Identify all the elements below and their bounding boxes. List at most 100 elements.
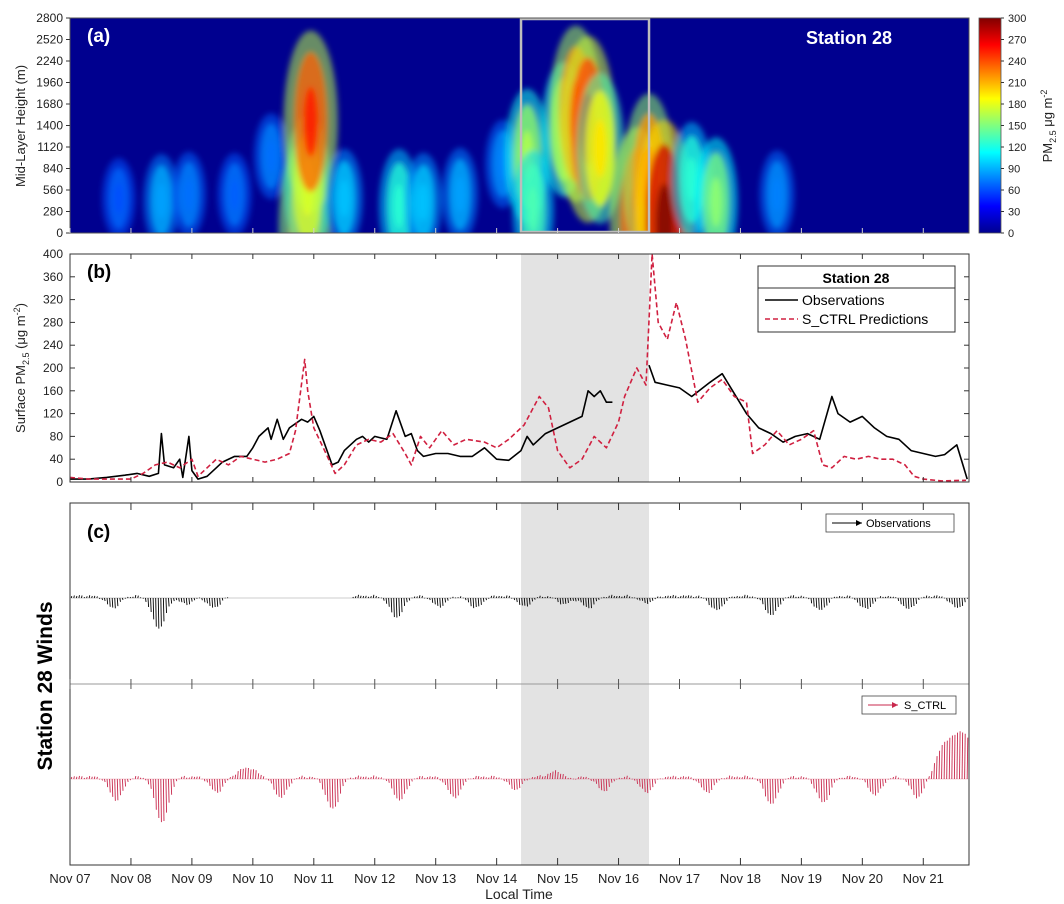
y-tick-label: 560 (43, 183, 63, 197)
wind-stick (667, 776, 669, 780)
wind-stick (692, 778, 695, 781)
panel-c-x-ticks (69, 503, 924, 865)
panel-c-wind-vectors: Nov 07 Nov 08 Nov 09 Nov 10 Nov 11 Nov 12 Nov … (34, 502, 970, 902)
wind-stick (475, 597, 477, 608)
heat-blob-core (156, 182, 167, 219)
wind-stick (669, 776, 672, 780)
wind-stick (191, 597, 193, 602)
wind-stick (132, 596, 134, 599)
wind-stick (278, 778, 280, 797)
y-tick-label: 840 (43, 162, 63, 176)
wind-stick (531, 597, 534, 602)
wind-stick (162, 597, 165, 622)
heat-blob-core (709, 177, 723, 228)
x-tick-label: Nov 10 (232, 871, 273, 886)
wind-stick (695, 778, 697, 782)
wind-stick (472, 597, 475, 609)
panel-b-label: (b) (87, 262, 111, 283)
wind-stick (580, 776, 582, 780)
wind-stick (196, 776, 198, 780)
wind-stick (567, 597, 569, 604)
wind-stick (70, 776, 73, 780)
wind-stick (872, 597, 874, 604)
wind-stick (864, 597, 866, 609)
wind-stick (434, 597, 436, 605)
wind-stick (685, 776, 687, 780)
panel-b-ylabel-unit: (μg m (13, 315, 28, 352)
wind-stick (508, 778, 511, 785)
wind-stick (697, 595, 700, 599)
wind-stick (336, 778, 339, 803)
wind-stick (534, 777, 536, 780)
wind-stick (910, 597, 912, 608)
arrow-right-icon (856, 520, 862, 526)
wind-stick (403, 597, 406, 606)
wind-stick (779, 597, 782, 605)
wind-stick (644, 597, 646, 604)
model-wind-sticks (70, 731, 969, 823)
wind-stick (836, 596, 838, 599)
wind-stick (96, 596, 98, 599)
wind-stick (111, 597, 114, 608)
wind-stick (326, 778, 329, 802)
y-tick-label: 400 (43, 247, 63, 261)
y-tick-label: 80 (50, 429, 64, 443)
wind-stick (418, 595, 421, 599)
wind-stick (831, 778, 833, 788)
wind-stick (360, 776, 362, 780)
wind-stick (802, 596, 805, 599)
wind-stick (838, 595, 841, 599)
wind-stick (749, 596, 751, 599)
wind-stick (145, 597, 147, 602)
wind-stick (375, 776, 377, 780)
wind-stick (562, 774, 564, 780)
wind-stick (797, 777, 800, 780)
panel-a-heatmap: 0 280 560 840 1120 1400 1680 1960 2240 2520 2800 (… (13, 11, 970, 240)
wind-stick (454, 778, 457, 799)
wind-stick (928, 776, 930, 780)
wind-stick (439, 778, 441, 781)
wind-stick (680, 776, 682, 780)
wind-stick (892, 776, 894, 780)
wind-stick (731, 776, 733, 780)
wind-stick (941, 745, 943, 780)
x-tick-label: Nov 18 (720, 871, 761, 886)
wind-stick (206, 778, 208, 783)
wind-stick (321, 778, 324, 790)
wind-stick (746, 595, 749, 599)
wind-stick (418, 775, 421, 780)
wind-stick (523, 597, 526, 606)
wind-stick (820, 778, 823, 803)
wind-stick (546, 596, 549, 599)
wind-stick (705, 597, 708, 601)
wind-stick (390, 778, 393, 789)
wind-stick (764, 778, 766, 797)
arrow-right-icon (892, 702, 898, 708)
wind-stick (733, 596, 736, 599)
wind-stick (897, 777, 900, 780)
wind-stick (429, 776, 431, 780)
heat-blob-core (303, 86, 319, 157)
wind-stick (86, 777, 88, 780)
wind-stick (718, 597, 720, 610)
wind-stick (267, 778, 270, 781)
wind-stick (495, 777, 498, 780)
wind-stick (452, 778, 454, 797)
wind-stick (623, 595, 626, 599)
panel-b-ylabel-sup: -2 (12, 307, 22, 315)
wind-stick (874, 778, 877, 796)
wind-stick (813, 778, 815, 789)
heat-blob-core (527, 186, 540, 233)
wind-stick (674, 595, 677, 599)
wind-stick (866, 597, 869, 610)
wind-stick (498, 777, 500, 780)
wind-stick (902, 597, 905, 607)
wind-stick (362, 595, 365, 599)
wind-stick (209, 778, 211, 786)
wind-stick (521, 597, 523, 606)
wind-stick (482, 597, 485, 602)
wind-stick (152, 597, 155, 620)
wind-stick (790, 595, 792, 599)
wind-stick (339, 778, 342, 794)
wind-stick (610, 778, 613, 783)
